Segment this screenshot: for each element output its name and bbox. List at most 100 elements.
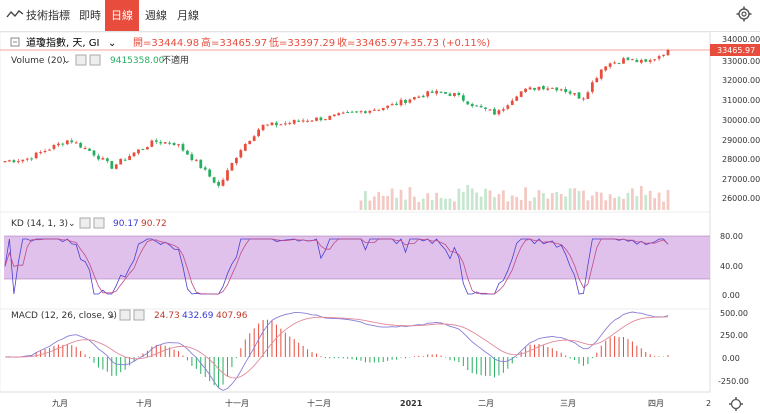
price-tick: 31000.00 xyxy=(722,96,760,105)
candle xyxy=(457,92,461,95)
candle xyxy=(644,59,648,62)
time-tick: 四月 xyxy=(648,399,664,408)
candle xyxy=(137,149,140,154)
candle xyxy=(386,105,390,108)
volume-close-icon[interactable] xyxy=(89,54,101,66)
candle xyxy=(177,144,180,146)
macd-histogram xyxy=(8,319,669,388)
candle xyxy=(568,91,572,94)
tab-weekly[interactable]: 週線 xyxy=(145,9,167,22)
candle xyxy=(235,157,238,164)
k-line xyxy=(4,238,669,295)
candle xyxy=(453,93,456,96)
volume-bar xyxy=(644,194,648,210)
tab-realtime[interactable]: 即時 xyxy=(79,9,101,22)
volume-bar xyxy=(453,201,456,210)
volume-dropdown-icon[interactable]: ⌄ xyxy=(63,56,71,66)
macd-close-icon[interactable] xyxy=(133,309,145,321)
volume-bar xyxy=(524,187,527,210)
volume-bar xyxy=(595,191,599,210)
price-tick: 26000.00 xyxy=(722,194,760,203)
kd-dropdown-icon[interactable]: ⌄ xyxy=(68,219,76,229)
chart-area[interactable]: 33465.97 34000.00 33000.00 32000.00 3100… xyxy=(0,32,760,414)
symbol-dropdown-icon[interactable]: ⌄ xyxy=(108,38,116,49)
chart-settings-gear-icon[interactable] xyxy=(729,397,743,411)
indicators-button[interactable]: 技術指標 xyxy=(26,9,70,22)
kd-tick: 80.00 xyxy=(720,232,743,241)
price-tick: 28000.00 xyxy=(722,155,760,164)
candle xyxy=(408,99,412,103)
candle xyxy=(150,140,154,147)
collapse-toggle-icon[interactable] xyxy=(10,37,20,47)
volume-bar xyxy=(590,195,594,210)
volume-bar xyxy=(586,200,590,210)
candle xyxy=(364,111,367,114)
volume-bar xyxy=(484,188,487,210)
candle xyxy=(341,112,345,114)
candle xyxy=(515,96,519,101)
volume-bar xyxy=(404,199,407,210)
volume-bar xyxy=(444,198,447,210)
candle xyxy=(154,140,158,142)
candle xyxy=(328,115,332,120)
candle xyxy=(48,149,51,151)
candle xyxy=(484,107,487,110)
candle xyxy=(319,117,323,121)
tab-monthly[interactable]: 月線 xyxy=(177,9,199,22)
candle xyxy=(248,140,252,145)
candle xyxy=(323,119,327,121)
time-tick: 十二月 xyxy=(307,398,331,408)
candle xyxy=(12,160,16,163)
candle xyxy=(79,142,83,148)
candle xyxy=(3,161,7,163)
volume-bar xyxy=(608,194,612,210)
candle xyxy=(172,142,176,145)
price-panel xyxy=(0,32,711,213)
candle xyxy=(510,100,514,105)
candle xyxy=(350,111,354,113)
candle xyxy=(39,152,42,154)
candle xyxy=(332,114,336,117)
kd-close-icon[interactable] xyxy=(93,217,105,229)
volume-bars xyxy=(359,184,670,210)
macd-dropdown-icon[interactable]: ⌄ xyxy=(108,311,116,321)
volume-bar xyxy=(364,191,367,210)
kd-tick: 40.00 xyxy=(720,262,743,271)
gear-icon[interactable] xyxy=(736,6,752,26)
candle xyxy=(21,159,25,162)
candle xyxy=(261,124,265,131)
macd-settings-icon[interactable] xyxy=(119,309,131,321)
volume-bar xyxy=(381,195,385,210)
candle xyxy=(417,96,421,98)
candle xyxy=(657,56,661,59)
candle xyxy=(230,163,234,171)
candle xyxy=(43,150,47,153)
kd-axis: 80.00 40.00 0.00 xyxy=(720,232,743,300)
price-tick: 27000.00 xyxy=(722,175,760,184)
candle xyxy=(421,95,425,98)
candle xyxy=(524,88,527,92)
candle xyxy=(372,109,376,111)
tab-daily[interactable]: 日線 xyxy=(105,0,139,31)
candle xyxy=(497,110,501,115)
volume-settings-icon[interactable] xyxy=(75,54,87,66)
kd-settings-icon[interactable] xyxy=(79,217,91,229)
candle xyxy=(8,160,11,162)
candle xyxy=(622,58,625,64)
candle xyxy=(212,177,216,183)
indicators-icon[interactable] xyxy=(6,7,24,26)
volume-bar xyxy=(439,197,443,210)
volume-bar xyxy=(622,198,625,210)
candle xyxy=(390,104,394,106)
candle xyxy=(395,103,398,105)
volume-bar xyxy=(493,197,496,210)
candle xyxy=(355,111,358,113)
price-tick: 29000.00 xyxy=(722,136,760,145)
time-tick: 三月 xyxy=(560,399,576,408)
kd-band xyxy=(4,236,710,279)
candlesticks xyxy=(3,48,670,188)
candle xyxy=(595,78,599,83)
candle xyxy=(377,109,381,111)
macd-axis: 500.00 250.00 0.00 -250.00 xyxy=(718,309,749,386)
candle xyxy=(159,142,163,144)
